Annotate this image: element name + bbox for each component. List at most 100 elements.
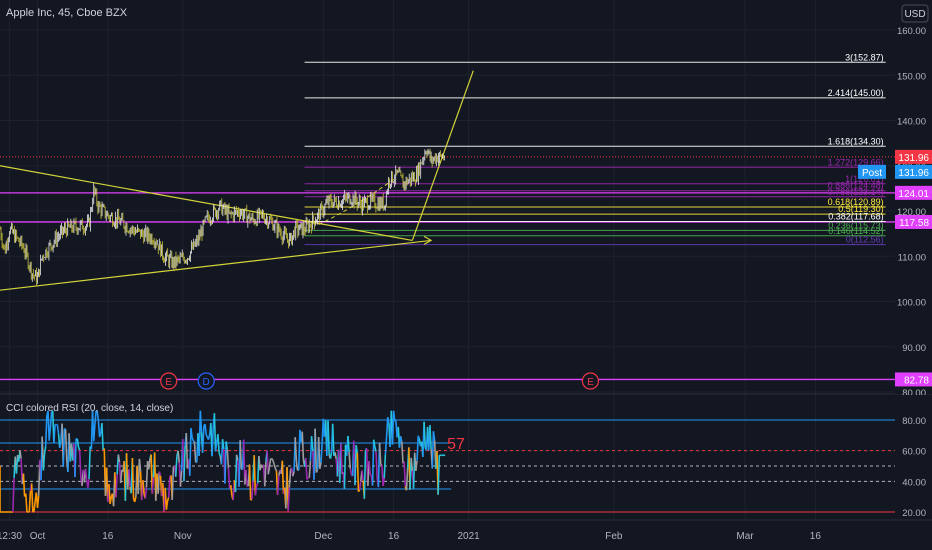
rsi-segment — [250, 498, 253, 501]
rsi-segment — [190, 428, 193, 438]
rsi-segment — [315, 469, 319, 473]
rsi-segment — [88, 446, 92, 479]
time-axis[interactable]: 12:30 Oct 16 Nov Dec 16 2021 Feb Mar 16 — [0, 519, 932, 542]
rsi-segment — [271, 458, 274, 461]
rsi-segment — [133, 496, 137, 503]
fib-level-label: 1.618(134.30) — [828, 136, 884, 146]
rsi-segment — [415, 460, 418, 471]
level-124-badge: 124.01 — [898, 189, 929, 200]
rsi-segment — [144, 487, 148, 499]
fib-level-label: 0.618(120.89) — [828, 197, 884, 207]
event-marker — [197, 372, 215, 390]
rsi-segment — [266, 450, 270, 475]
time-tick-label: Feb — [605, 531, 623, 542]
indicator-tick-label: 40.00 — [902, 477, 926, 488]
rsi-segment — [204, 423, 207, 435]
rsi-segment — [343, 444, 347, 489]
rsi-segment — [201, 426, 205, 454]
rsi-segment — [248, 464, 252, 501]
rsi-segment — [375, 451, 379, 479]
level-117-badge: 117.58 — [899, 218, 929, 229]
rsi-segment — [334, 452, 337, 460]
rsi-segment — [399, 435, 403, 442]
rsi-segment — [327, 420, 330, 455]
rsi-segment — [356, 452, 360, 492]
rsi-segment — [221, 439, 225, 450]
indicator-tick-label: 60.00 — [902, 447, 926, 458]
rsi-segment — [218, 452, 221, 457]
rsi-segment — [179, 470, 183, 487]
rsi-segment — [12, 477, 15, 513]
fib-extension-levels[interactable]: 3(152.87) 2.414(145.00) 1.618(134.30) 1.272… — [304, 52, 886, 246]
rsi-segment — [185, 433, 189, 469]
rsi-segment — [348, 451, 352, 469]
rsi-segment — [319, 462, 322, 469]
rsi-segment — [167, 476, 171, 498]
rsi-segment — [119, 469, 123, 484]
rsi-segment — [383, 454, 387, 478]
indicator-axis[interactable]: 20.00 40.00 60.00 80.00 — [895, 395, 932, 520]
rsi-segment — [95, 410, 98, 413]
fib-level-label: 0.146(114.52) — [828, 226, 883, 236]
fib-level-label: 0.236(115.73) — [828, 220, 883, 230]
rsi-segment — [292, 471, 295, 477]
rsi-segment — [368, 460, 371, 475]
currency-button[interactable] — [901, 4, 929, 23]
rsi-segment — [24, 493, 28, 513]
rsi-segment — [410, 457, 414, 471]
rsi-segment — [207, 434, 211, 440]
rsi-segment — [314, 428, 318, 473]
event-marker — [160, 372, 178, 390]
rsi-segment — [417, 435, 421, 440]
rsi-segment — [384, 436, 388, 455]
rsi-segment — [308, 460, 312, 478]
rsi-segment — [340, 443, 343, 474]
rsi-segment — [386, 416, 390, 424]
rsi-segment — [363, 450, 367, 499]
rsi-segment — [19, 450, 22, 459]
rsi-segment — [274, 467, 278, 472]
rsi-segment — [392, 410, 396, 422]
rsi-segment — [211, 427, 215, 457]
rsi-segment — [354, 445, 357, 486]
indicator-value-label: 57 — [447, 436, 465, 453]
rsi-segment — [251, 480, 254, 500]
rsi-segment — [317, 437, 321, 469]
post-price-badge: 131.96 — [898, 168, 929, 179]
rsi-segment — [378, 442, 382, 465]
rsi-segment — [254, 486, 258, 496]
fib-level-label: 3(152.87) — [845, 52, 884, 62]
rsi-segment — [49, 412, 53, 429]
rsi-segment — [255, 482, 259, 487]
rsi-segment — [287, 487, 291, 512]
rsi-segment — [63, 427, 67, 431]
rsi-segment — [97, 420, 101, 437]
time-tick-label: 12:30 — [0, 531, 22, 542]
rsi-segment — [151, 477, 155, 494]
rsi-segment — [62, 428, 66, 467]
rsi-segment — [78, 450, 82, 478]
rsi-segment — [391, 410, 395, 445]
rsi-segment — [380, 463, 383, 466]
time-tick-label: Nov — [174, 531, 192, 542]
rsi-segment — [276, 475, 280, 495]
rsi-segment — [109, 496, 113, 505]
time-tick-label: Oct — [30, 531, 46, 542]
post-price-badge-bg — [895, 164, 932, 179]
rsi-segment — [310, 436, 314, 452]
rsi-segment — [423, 421, 427, 448]
rsi-segment — [226, 449, 230, 468]
rsi-segment — [374, 446, 377, 452]
rsi-segment — [42, 453, 46, 471]
rsi-segment — [429, 425, 432, 450]
post-label-bg — [858, 164, 886, 179]
time-tick-label: 16 — [388, 531, 400, 542]
time-tick-label: Mar — [736, 531, 754, 542]
rsi-segment — [432, 431, 436, 441]
rsi-segment — [64, 429, 68, 461]
price-tick-label: 140.00 — [897, 117, 926, 128]
rsi-segment — [205, 434, 209, 438]
rsi-segment — [171, 466, 175, 500]
